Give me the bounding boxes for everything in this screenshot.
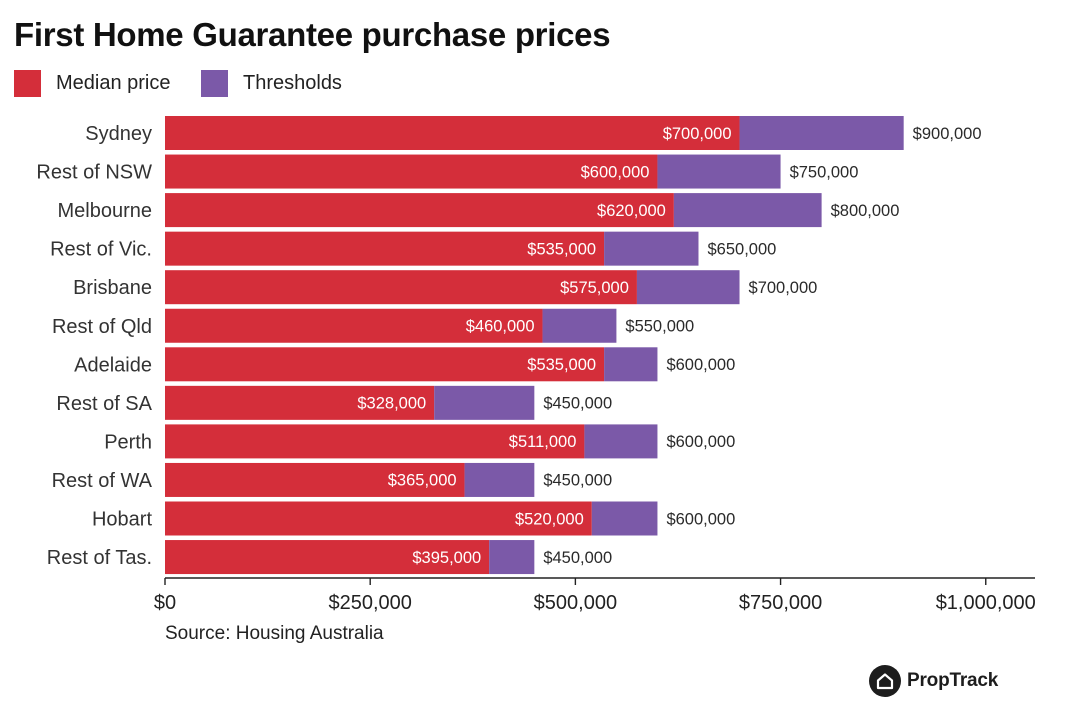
- category-label: Rest of Tas.: [47, 547, 152, 569]
- threshold-value-label: $600,000: [666, 356, 735, 374]
- median-value-label: $511,000: [509, 433, 577, 451]
- threshold-value-label: $800,000: [831, 202, 900, 220]
- legend-label-thresholds: Thresholds: [243, 72, 342, 94]
- category-label: Rest of WA: [52, 470, 153, 492]
- threshold-value-label: $900,000: [913, 125, 982, 143]
- median-value-label: $520,000: [515, 510, 584, 528]
- brand-name: PropTrack: [907, 670, 999, 691]
- median-value-label: $600,000: [581, 163, 650, 181]
- median-value-label: $395,000: [412, 549, 481, 567]
- median-bar: [165, 501, 592, 536]
- category-label: Melbourne: [57, 200, 152, 222]
- threshold-bar: [434, 385, 535, 420]
- threshold-bar: [604, 231, 699, 266]
- median-bar: [165, 462, 465, 497]
- median-bar: [165, 347, 605, 382]
- median-bar: [165, 385, 435, 420]
- legend-swatch-median: [14, 70, 41, 97]
- threshold-bar: [464, 462, 535, 497]
- threshold-bar: [584, 424, 658, 459]
- threshold-bar: [591, 501, 658, 536]
- threshold-bar: [604, 347, 658, 382]
- threshold-value-label: $450,000: [543, 472, 612, 490]
- x-tick-label: $250,000: [328, 592, 411, 614]
- threshold-value-label: $600,000: [666, 433, 735, 451]
- threshold-value-label: $600,000: [666, 510, 735, 528]
- threshold-bar: [542, 308, 617, 343]
- median-bar: [165, 193, 674, 228]
- median-bar: [165, 270, 637, 305]
- threshold-bar: [739, 116, 904, 150]
- threshold-value-label: $650,000: [707, 240, 776, 258]
- threshold-value-label: $700,000: [749, 279, 818, 297]
- median-value-label: $535,000: [527, 356, 596, 374]
- threshold-bar: [636, 270, 740, 305]
- threshold-value-label: $450,000: [543, 395, 612, 413]
- house-icon: [869, 665, 901, 697]
- chart-title: First Home Guarantee purchase prices: [14, 16, 611, 53]
- source-note: Source: Housing Australia: [165, 623, 384, 644]
- median-value-label: $575,000: [560, 279, 629, 297]
- brand-logo: PropTrack: [869, 665, 998, 697]
- legend-swatch-thresholds: [201, 70, 228, 97]
- median-value-label: $535,000: [527, 240, 596, 258]
- category-label: Rest of NSW: [36, 162, 152, 184]
- median-value-label: $460,000: [466, 318, 535, 336]
- median-value-label: $700,000: [663, 125, 732, 143]
- threshold-bar: [489, 540, 535, 575]
- category-label: Rest of Vic.: [50, 239, 152, 261]
- median-value-label: $328,000: [357, 395, 426, 413]
- threshold-value-label: $750,000: [790, 163, 859, 181]
- legend-label-median: Median price: [56, 72, 171, 94]
- median-bar: [165, 116, 740, 150]
- median-bar: [165, 308, 543, 343]
- threshold-bar: [657, 154, 781, 189]
- x-tick-label: $500,000: [534, 592, 617, 614]
- category-label: Rest of SA: [56, 393, 152, 415]
- category-label: Adelaide: [74, 354, 152, 376]
- median-value-label: $365,000: [388, 472, 457, 490]
- x-tick-label: $1,000,000: [936, 592, 1036, 614]
- x-tick-label: $0: [154, 592, 176, 614]
- median-bar: [165, 231, 605, 266]
- x-tick-label: $750,000: [739, 592, 822, 614]
- category-label: Hobart: [92, 509, 152, 531]
- category-label: Rest of Qld: [52, 316, 152, 338]
- median-value-label: $620,000: [597, 202, 666, 220]
- threshold-value-label: $450,000: [543, 549, 612, 567]
- threshold-bar: [673, 193, 822, 228]
- median-bar: [165, 424, 585, 459]
- median-bar: [165, 154, 658, 189]
- category-label: Perth: [104, 431, 152, 453]
- median-bar: [165, 540, 490, 575]
- category-label: Brisbane: [73, 277, 152, 299]
- threshold-value-label: $550,000: [625, 318, 694, 336]
- category-label: Sydney: [85, 123, 152, 145]
